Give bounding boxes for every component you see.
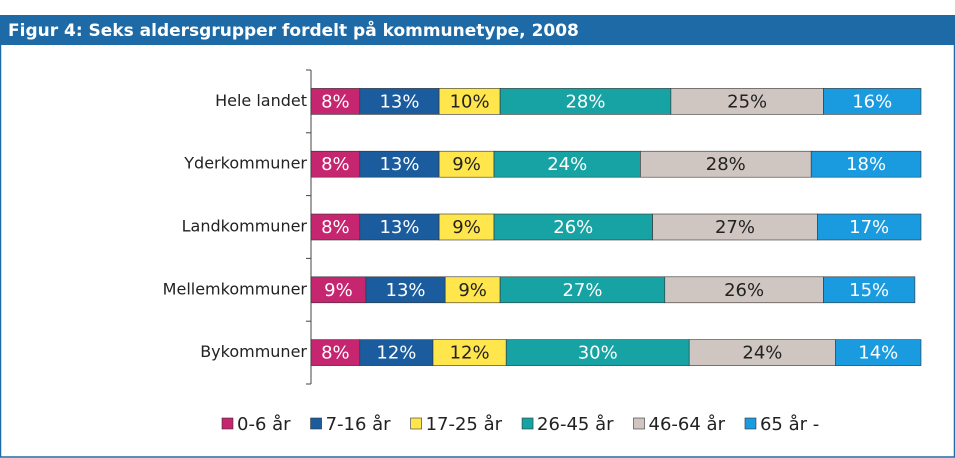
bar-segment [505,339,690,366]
legend-label: 0-6 år [237,414,291,435]
data-label: 15% [849,280,889,301]
data-label: 13% [379,217,419,238]
category-label: Hele landet [215,91,307,110]
bar-segment [359,88,440,115]
bar-segment [499,88,672,115]
legend-swatch [633,417,645,430]
data-label: 12% [376,343,416,364]
header-bar [0,15,955,45]
data-label: 9% [324,280,353,301]
data-label: 9% [452,154,481,175]
category-label: Bykommuner [200,342,307,361]
legend-label: 26-45 år [537,414,614,435]
chart-title: Figur 4: Seks aldersgrupper fordelt på k… [8,19,579,41]
bar-segment [493,150,641,178]
data-label: 17% [849,217,889,238]
bar-segment [652,213,818,241]
legend-swatch [521,417,534,430]
bar-segment [835,339,922,366]
data-label: 26% [724,280,764,301]
bar-segment [359,150,440,178]
data-label: 8% [321,154,350,175]
category-label: Landkommuner [182,217,308,236]
bar-segment [499,276,666,304]
bar-segment [816,213,922,241]
data-label: 18% [846,154,886,175]
bar-segment [432,339,507,366]
bar-segment [823,88,922,115]
data-label: 27% [715,217,755,238]
bar-segment [670,88,824,115]
data-label: 16% [852,91,892,112]
bar-segment [438,88,501,115]
legend-swatch [744,417,757,430]
data-label: 9% [458,280,487,301]
legend-label: 17-25 år [426,414,503,435]
data-label: 24% [547,154,587,175]
category-label: Mellemkommuner [163,279,308,298]
data-label: 14% [858,343,898,364]
bar-segment [438,150,495,178]
data-label: 8% [321,91,350,112]
bar-segment [310,213,361,241]
data-label: 24% [742,343,782,364]
bar-segment [664,276,824,304]
data-label: 26% [553,217,593,238]
bar-segment [438,213,495,241]
bar-segment [310,150,361,178]
legend-swatch [221,417,234,430]
data-label: 9% [452,217,481,238]
data-label: 13% [379,91,419,112]
legend-label: 7-16 år [326,414,392,435]
bar-segment [640,150,812,178]
bar-segment [359,339,434,366]
data-label: 30% [578,343,618,364]
bar-segment [310,276,367,304]
bar-segment [823,276,916,304]
legend-label: 65 år - [760,414,819,435]
legend-swatch [310,417,322,430]
legend-swatch [410,417,422,430]
data-label: 12% [450,343,490,364]
bar-segment [310,88,361,115]
category-label: Yderkommuner [183,154,307,173]
bar-segment [310,339,361,366]
data-label: 13% [386,280,426,301]
data-label: 8% [321,343,350,364]
data-label: 10% [450,91,490,112]
bar-segment [810,150,922,178]
bar-segment [365,276,446,304]
bar-segment [688,339,836,366]
data-label: 25% [727,91,767,112]
data-label: 28% [706,154,746,175]
data-label: 13% [379,154,419,175]
bar-segment [493,213,653,241]
bar-segment [359,213,440,241]
data-label: 28% [565,91,605,112]
data-label: 8% [321,217,350,238]
data-label: 27% [562,280,602,301]
legend-label: 46-64 år [649,414,726,435]
